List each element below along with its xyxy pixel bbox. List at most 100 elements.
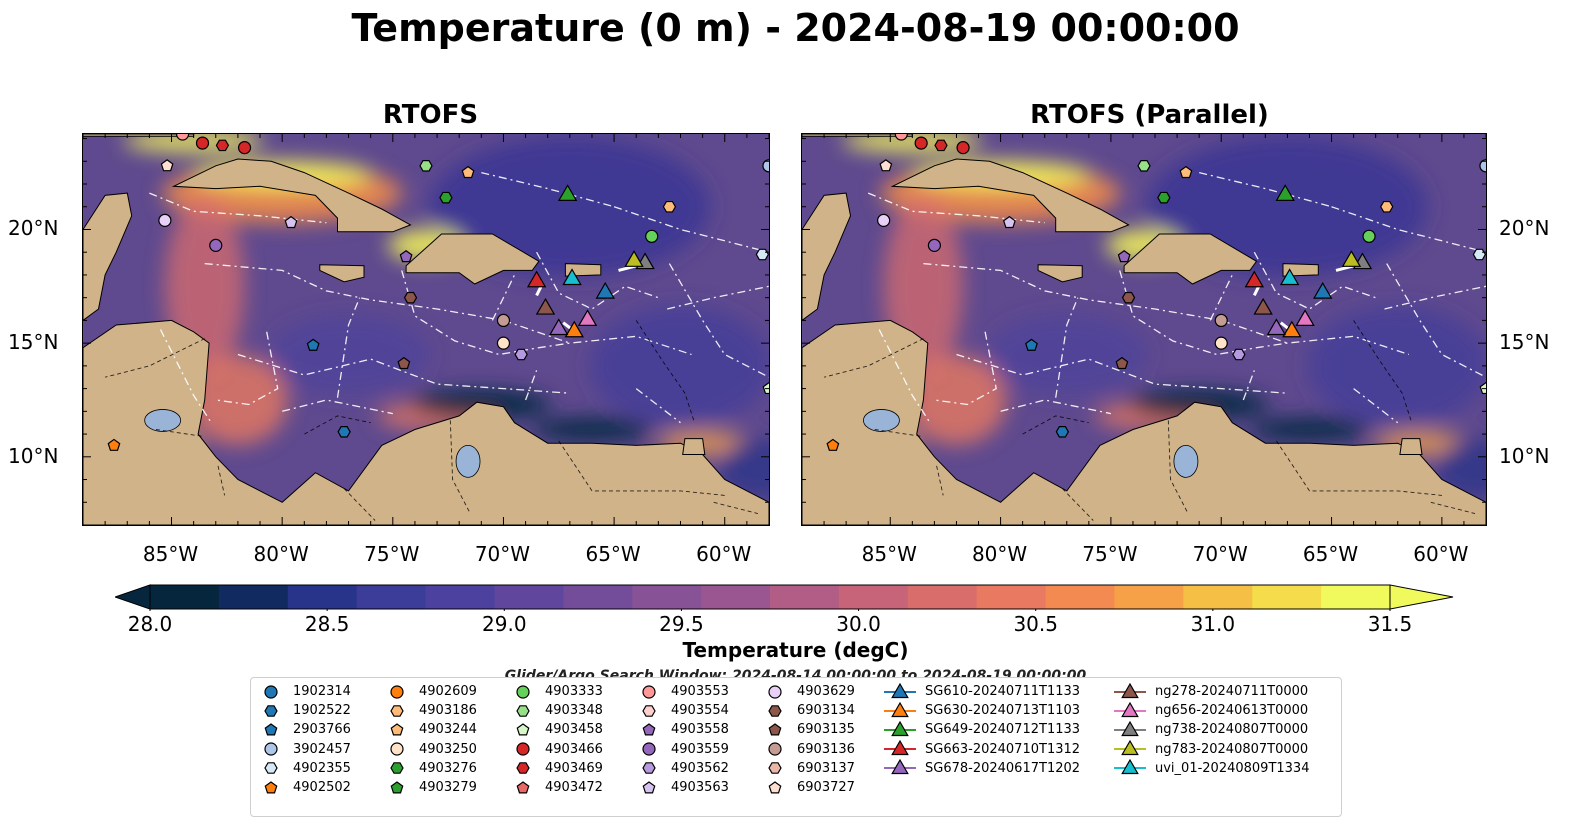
land [83,134,769,525]
legend-item: 4903333 [509,682,603,701]
legend-swatch [264,704,278,717]
legend-item: 1902314 [257,682,351,701]
colorbar-segment [1252,585,1322,609]
legend-marker [642,742,656,756]
legend-item: ng278-20240711T0000 [1113,682,1309,701]
colorbar-tick-label: 29.0 [482,612,527,636]
hispaniola [1123,233,1258,285]
legend-column: ng278-20240711T0000 ng656-20240613T0000 ng… [1113,682,1309,778]
legend-swatch [768,723,782,736]
float-marker-2903766 [1025,338,1038,351]
colorbar-tick-label: 28.5 [304,612,350,636]
x-tick-label: 65°W [1302,542,1359,566]
y-tick-label: 10°N [1499,443,1550,468]
legend-swatch [516,684,530,699]
legend-label: 6903727 [797,780,855,796]
float-marker-4903244 [461,165,475,179]
legend-swatch [390,742,404,756]
float-marker-4903466 [914,136,928,150]
legend-swatch [516,780,530,793]
legend-item: SG649-20240712T1133 [883,720,1080,739]
legend-label: 2903766 [293,722,351,738]
float-marker-4902355 [1472,248,1486,261]
legend-item: 4903244 [383,720,477,739]
legend-label: 4902609 [419,684,477,700]
legend-column: 4902609 4903186 4903244 4903250 4903276 49032… [383,682,477,797]
float-marker-4903458 [762,381,769,395]
glider-marker-SG610-20240711T1133 [595,281,615,299]
legend-label: 3902457 [293,741,351,757]
float-marker-6903135 [1115,356,1129,370]
float-marker-2903766 [306,338,320,351]
float-marker-4903553 [175,134,190,141]
legend-swatch [1114,701,1146,717]
legend-swatch [1114,682,1146,698]
glider-marker-ng656-20240613T0000 [577,309,598,327]
legend-swatch [264,742,278,756]
legend-marker [642,780,656,793]
colorbar-segment [1045,585,1115,609]
legend-marker [390,684,404,699]
legend-label: SG678-20240617T1202 [925,760,1081,776]
glider-marker-SG610-20240711T1133 [1313,281,1333,299]
legend-marker [516,704,530,717]
legend-swatch [642,780,656,793]
legend-label: 4903559 [671,741,729,757]
legend-item: 4903563 [635,778,729,797]
legend-swatch [264,762,278,775]
legend-marker [516,684,530,699]
legend-swatch [516,762,530,775]
x-tick-label: 80°W [253,542,309,566]
legend-item: ng738-20240807T0000 [1113,720,1309,739]
legend-label: 4903563 [671,780,729,796]
float-marker-4903466 [237,141,252,155]
panel-title-rtofs: RTOFS [382,100,479,130]
float-marker-4903558 [1117,250,1131,263]
float-marker-6903727 [160,159,174,172]
legend-column: SG610-20240711T1133 SG630-20240713T1103 SG… [883,682,1080,778]
legend-swatch [642,684,656,699]
legend-label: 4903629 [797,684,855,700]
legend-label: 4903279 [419,780,477,796]
map-panel-rtofs [82,133,770,526]
float-marker-4903276 [1157,191,1171,204]
float-marker-4902355 [755,248,769,261]
glider-marker-ng278-20240711T0000 [535,297,556,315]
legend-label: 1902314 [293,684,351,700]
float-marker-4902502 [826,438,840,451]
legend-swatch [768,704,782,717]
legend-item: 4903276 [383,759,477,778]
legend-marker [891,701,909,717]
legend-swatch [1114,720,1146,737]
colorbar-segment [1321,585,1391,609]
legend-marker [1121,759,1139,775]
legend-item: 4903629 [761,682,855,701]
legend-marker [768,762,782,775]
legend-swatch [768,684,782,699]
legend-marker [516,742,530,756]
legend-marker [768,742,782,756]
glider-marker-SG649-20240712T1133 [557,184,578,201]
float-marker-4903333 [1362,229,1376,243]
legend-item: 2903766 [257,720,351,739]
legend-marker [768,684,782,699]
legend-label: SG630-20240713T1103 [925,703,1081,719]
colorbar-segment [218,585,289,609]
colorbar-segment [770,585,840,609]
glider-marker-ng278-20240711T0000 [1253,297,1273,315]
legend-marker [390,780,404,793]
legend-column: 4903629 6903134 6903135 6903136 6903137 69037… [761,682,855,797]
hispaniola [405,233,540,285]
legend-item: 6903135 [761,720,855,739]
colorbar-segment [150,585,220,609]
legend-swatch [768,742,782,756]
legend-label: ng278-20240711T0000 [1155,684,1309,700]
float-marker-4903466 [956,141,970,155]
legend-marker [264,723,278,736]
x-tick-label: 80°W [971,542,1028,566]
legend-column: 4903333 4903348 4903458 4903466 4903469 49034… [509,682,603,797]
colorbar-segment [287,585,358,609]
colorbar-label: Temperature (degC) [682,638,909,662]
x-tick-label: 85°W [142,542,199,566]
glider-marker-SG663-20240710T1312 [1244,270,1265,288]
